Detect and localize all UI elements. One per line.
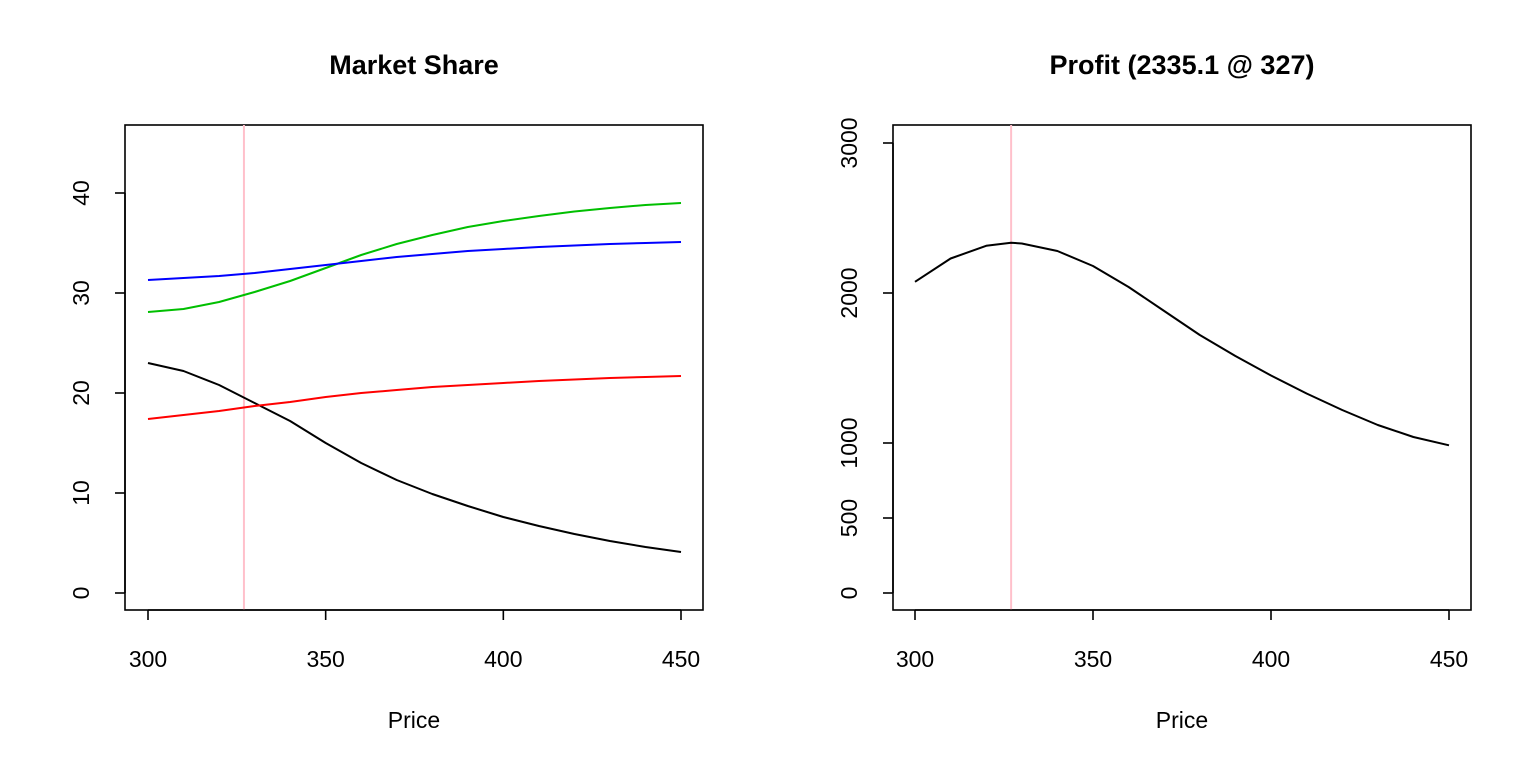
x-tick-label: 450 xyxy=(1430,646,1468,672)
market-share-y-axis: 0 10 20 30 40 xyxy=(68,180,126,600)
market-share-x-axis: 300 350 400 450 xyxy=(129,609,700,672)
series-line-0 xyxy=(914,241,1450,447)
y-tick-label: 10 xyxy=(68,480,94,506)
profit-x-axis-label: Price xyxy=(1156,707,1208,733)
x-tick-label: 300 xyxy=(129,646,167,672)
profit-plot-frame xyxy=(892,124,1472,611)
y-tick-label: 30 xyxy=(68,280,94,306)
y-tick-label: 1000 xyxy=(836,417,862,468)
series-line-0 xyxy=(147,362,682,553)
y-tick-label: 40 xyxy=(68,180,94,206)
y-tick-label: 2000 xyxy=(836,267,862,318)
market-share-panel: Market Share 300 350 400 450 0 10 20 30 40 Pric… xyxy=(68,50,704,733)
profit-title: Profit (2335.1 @ 327) xyxy=(1050,50,1315,80)
market-share-plot-frame xyxy=(124,124,704,611)
profit-series-group xyxy=(914,241,1450,447)
market-share-x-axis-label: Price xyxy=(388,707,440,733)
y-tick-label: 500 xyxy=(836,499,862,537)
series-line-2 xyxy=(147,202,682,313)
profit-panel: Profit (2335.1 @ 327) 300 350 400 450 0 500 1… xyxy=(836,50,1472,733)
x-tick-label: 300 xyxy=(896,646,934,672)
y-tick-label: 3000 xyxy=(836,117,862,168)
x-tick-label: 350 xyxy=(306,646,344,672)
x-tick-label: 400 xyxy=(1252,646,1290,672)
profit-y-axis: 0 500 1000 2000 3000 xyxy=(836,117,894,600)
profit-x-axis: 300 350 400 450 xyxy=(896,609,1468,672)
series-line-3 xyxy=(147,241,682,281)
y-tick-label: 0 xyxy=(836,587,862,600)
series-line-1 xyxy=(147,375,682,420)
x-tick-label: 350 xyxy=(1074,646,1112,672)
y-tick-label: 0 xyxy=(68,587,94,600)
x-tick-label: 400 xyxy=(484,646,522,672)
market-share-title: Market Share xyxy=(329,50,499,80)
y-tick-label: 20 xyxy=(68,380,94,406)
x-tick-label: 450 xyxy=(662,646,700,672)
market-share-series-group xyxy=(147,202,682,553)
